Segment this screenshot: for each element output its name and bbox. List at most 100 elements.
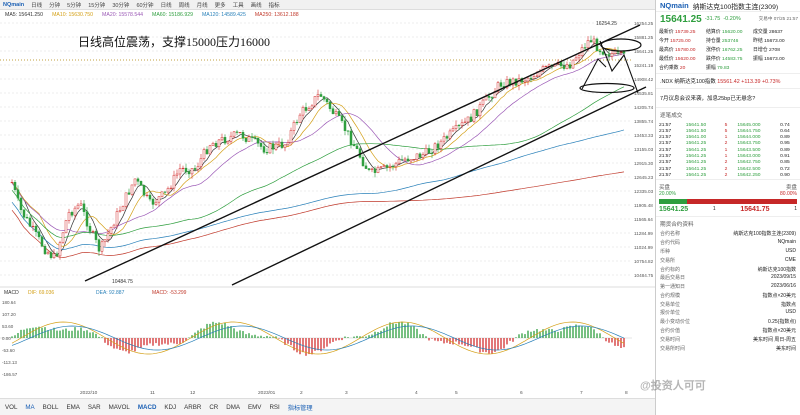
candle-body (463, 121, 467, 124)
tab-ma[interactable]: MA (25, 403, 35, 411)
candle-body (382, 165, 386, 168)
symbol-label[interactable]: NQmain (3, 1, 25, 8)
date-tick-label: 2023/01 (258, 390, 276, 396)
news-headline[interactable]: 7月议息会议来袭，加息25bp已无悬念? (656, 88, 800, 108)
toolbar-item[interactable]: 周线 (178, 2, 190, 9)
candle-body (430, 152, 434, 154)
candle-body (151, 198, 155, 205)
tick-cell: 0.90 (780, 172, 790, 178)
ma120-label: MA120: 14589.425 (201, 11, 246, 18)
tab-emv[interactable]: EMV (248, 403, 262, 411)
toolbar-item[interactable]: 更多 (214, 2, 226, 9)
candle-body (373, 168, 377, 173)
candle-body (271, 143, 275, 150)
ma-line (11, 86, 625, 238)
chart-annotation: 日线高位震荡，支撑15000压力16000 (78, 34, 270, 49)
bid-price[interactable]: 15641.25 (659, 205, 689, 213)
ask-price[interactable]: 15641.75 (740, 205, 770, 213)
tab-rsi[interactable]: RSI (269, 403, 280, 411)
tab-macd[interactable]: MACD (137, 403, 157, 411)
candle-body (253, 137, 257, 139)
bid-ask-section: 买盘 卖盘 20.00% 80.00% 15641.25 1 15641.75 … (656, 178, 800, 216)
contract-key: 合约价值 (660, 328, 681, 335)
quote-cell: 振幅 15673.00 (753, 55, 797, 62)
candle-body (139, 181, 143, 186)
candle-body (22, 209, 26, 218)
contract-key: 交易所时间 (660, 345, 686, 352)
tick-cell: 0.89 (780, 135, 790, 141)
candle-body (79, 203, 83, 206)
toolbar-item[interactable]: 画线 (250, 2, 262, 9)
candlestick-chart[interactable]: 日线高位震荡，支撑15000压力16000 10484.75 16254.25 … (0, 19, 655, 398)
tick-row: 21:57 15641.25 1 15643.500 0.89 (656, 147, 800, 153)
candle-body (289, 130, 293, 143)
candle-body (127, 192, 131, 195)
tab-cr[interactable]: CR (209, 403, 219, 411)
toolbar-item[interactable]: 30分钟 (112, 2, 130, 9)
panel-contract-name: 纳斯达克100指数主连(2309) (692, 3, 779, 11)
tab-arbr[interactable]: ARBR (184, 403, 202, 411)
candle-body (232, 131, 236, 137)
tick-cell: 2 (724, 172, 728, 178)
tab-sar[interactable]: SAR (87, 403, 101, 411)
candle-body (97, 239, 101, 252)
toolbar-item[interactable]: 60分钟 (136, 2, 154, 9)
candle-body (592, 38, 596, 43)
candle-body (43, 245, 47, 255)
quote-cell: 最高价 15780.00 (659, 46, 703, 53)
toolbar-item[interactable]: 日线 (31, 2, 43, 9)
contract-row: 合约代码 NQmain (660, 238, 796, 247)
candle-body (205, 149, 209, 155)
candle-body (442, 136, 446, 142)
candle-body (400, 159, 404, 161)
low-price-label: 10484.75 (112, 279, 133, 285)
tab-mavol[interactable]: MAVOL (108, 403, 130, 411)
candle-body (544, 65, 548, 68)
price-axis: 16254.25 15881.25 15641.25 15241.19 14908.42… (634, 21, 654, 278)
candle-body (91, 231, 95, 233)
date-tick-label: 7 (580, 390, 583, 396)
candle-body (337, 111, 341, 116)
toolbar-item[interactable]: 15分钟 (88, 2, 106, 9)
candle-body (334, 111, 338, 115)
candle-body (16, 189, 20, 199)
candle-body (283, 144, 287, 148)
tab-boll[interactable]: BOLL (42, 403, 59, 411)
candle-body (265, 152, 269, 154)
toolbar-item[interactable]: 分钟 (49, 2, 61, 9)
quote-key: 振幅 (706, 66, 718, 71)
tab-vol[interactable]: VOL (5, 403, 18, 411)
toolbar-item[interactable]: 工具 (232, 2, 244, 9)
quote-panel: NQmain 纳斯达克100指数主连(2309) 15641.25 -31.75… (655, 0, 800, 415)
candle-body (166, 188, 170, 193)
toolbar-item[interactable]: 日线 (160, 2, 172, 9)
candle-body (487, 96, 491, 98)
candle-body (178, 168, 182, 175)
candle-body (307, 108, 311, 111)
tab-ema[interactable]: EMA (66, 403, 80, 411)
trade-status: 交易中 07/25 21:57 (758, 16, 798, 21)
watermark: @投资人可可 (640, 380, 706, 392)
candle-body (511, 78, 515, 86)
macd-dif-label: DIF: 69.036 (28, 290, 54, 296)
candle-body (136, 178, 140, 182)
candle-body (472, 109, 476, 122)
toolbar-item[interactable]: 指标 (268, 2, 280, 9)
quote-value: 2708 (769, 48, 780, 53)
tab-indicator-manage[interactable]: 指标管理 (287, 404, 313, 412)
index-row[interactable]: .NDX 纳斯达克100指数 15561.42 +113.39 +0.73% (656, 73, 800, 88)
tab-kdj[interactable]: KDJ (164, 403, 177, 411)
candle-body (130, 184, 134, 195)
contract-row: 最后交易日 2023/09/15 (660, 273, 796, 282)
candle-body (40, 236, 44, 247)
tab-dma[interactable]: DMA (226, 403, 241, 411)
index-change-pct: +0.73% (761, 79, 781, 85)
bid-ratio-bar (659, 198, 687, 204)
ask-title: 卖盘 (785, 184, 797, 191)
quote-cell (753, 64, 797, 71)
toolbar-item[interactable]: 5分钟 (67, 2, 82, 9)
candle-body (145, 194, 149, 196)
candle-body (220, 137, 224, 141)
toolbar-item[interactable]: 月线 (196, 2, 208, 9)
candle-body (436, 143, 440, 149)
